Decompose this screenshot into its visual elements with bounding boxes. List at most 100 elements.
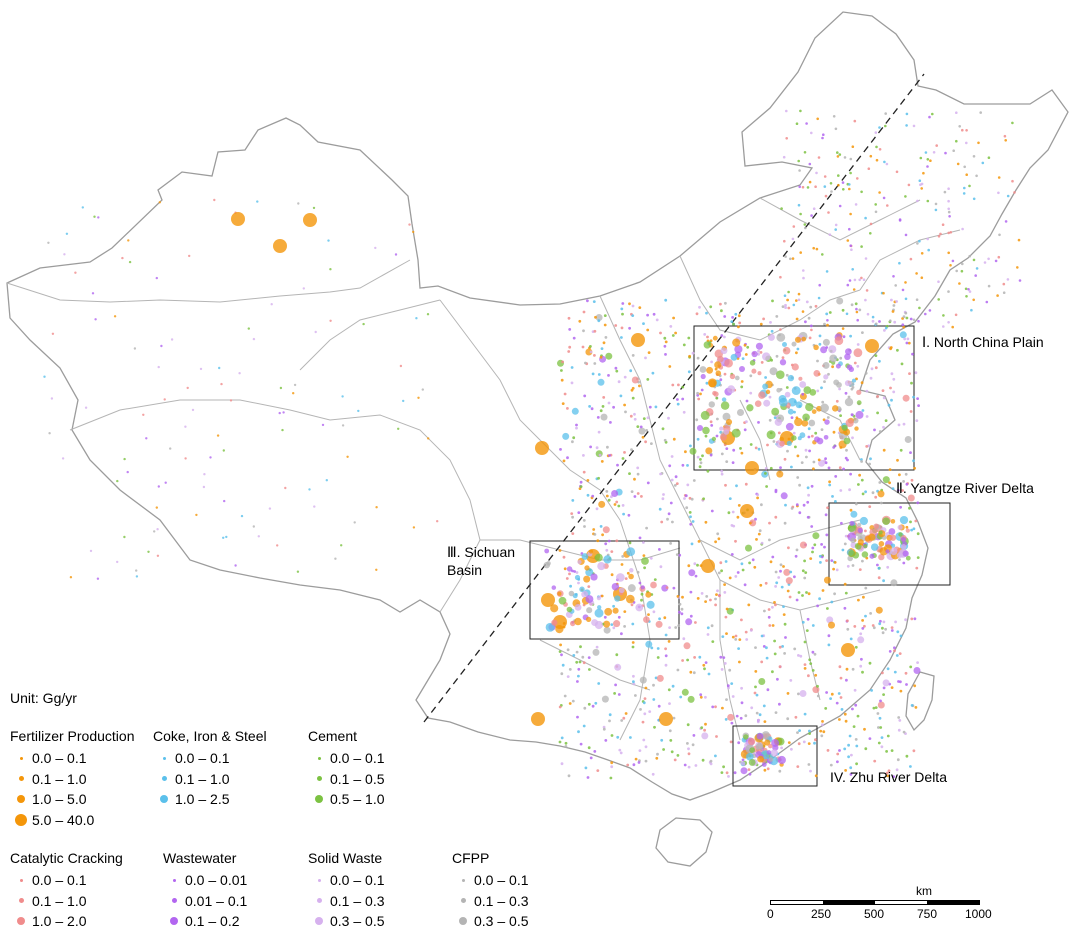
emission-point	[582, 329, 585, 333]
emission-point	[954, 313, 958, 317]
emission-point	[869, 154, 873, 158]
emission-point	[910, 528, 913, 532]
emission-point	[709, 305, 713, 309]
emission-point	[823, 434, 829, 440]
emission-point	[884, 112, 887, 115]
emission-point	[941, 223, 945, 226]
emission-point	[597, 430, 601, 434]
emission-point	[93, 215, 96, 218]
emission-point	[240, 514, 244, 518]
scale-tick-0: 0	[767, 907, 774, 921]
emission-point	[725, 447, 729, 450]
emission-point	[873, 523, 880, 530]
emission-point	[754, 517, 757, 521]
emission-point	[702, 663, 706, 667]
emission-point	[762, 704, 766, 708]
emission-point	[568, 702, 572, 705]
emission-point	[620, 326, 624, 330]
emission-point	[687, 752, 691, 756]
emission-point	[784, 503, 787, 507]
emission-point	[774, 418, 782, 426]
emission-point	[651, 772, 655, 776]
legend-dot	[160, 795, 168, 804]
emission-point	[877, 490, 885, 498]
emission-point	[610, 573, 614, 577]
emission-point	[582, 310, 586, 314]
emission-point	[822, 338, 830, 346]
emission-point	[578, 319, 582, 323]
emission-point	[716, 532, 720, 536]
emission-point	[841, 327, 845, 330]
emission-point	[810, 525, 814, 528]
emission-point	[943, 190, 947, 194]
emission-point	[916, 501, 920, 505]
emission-point	[726, 684, 730, 688]
emission-point	[706, 626, 710, 630]
emission-point	[806, 486, 810, 490]
emission-point	[899, 505, 902, 509]
emission-point	[329, 319, 332, 322]
emission-point	[814, 673, 818, 677]
emission-point	[649, 556, 653, 560]
emission-point	[821, 253, 824, 256]
emission-point	[594, 553, 603, 562]
emission-point	[281, 428, 284, 432]
emission-point	[640, 598, 643, 602]
emission-point	[732, 448, 736, 452]
emission-point	[977, 141, 980, 145]
emission-point	[116, 560, 119, 564]
emission-point	[674, 626, 678, 629]
emission-point	[795, 503, 799, 507]
emission-point	[831, 495, 834, 498]
emission-point	[597, 373, 601, 376]
emission-point	[157, 365, 160, 369]
emission-point	[845, 667, 849, 671]
emission-point	[828, 483, 832, 487]
emission-point	[695, 418, 699, 422]
emission-point	[615, 369, 619, 373]
emission-point	[947, 199, 950, 203]
emission-point	[835, 363, 841, 369]
emission-point	[600, 594, 604, 598]
emission-point	[769, 367, 778, 376]
emission-point	[848, 279, 852, 282]
emission-point	[599, 525, 603, 528]
emission-point	[873, 428, 876, 432]
emission-point	[628, 326, 631, 330]
emission-point	[739, 716, 743, 720]
emission-point	[697, 397, 701, 401]
emission-point	[638, 749, 642, 752]
emission-point	[851, 667, 855, 671]
emission-point	[909, 520, 912, 524]
emission-point	[920, 187, 923, 190]
emission-point	[767, 333, 775, 341]
emission-point	[791, 237, 795, 241]
emission-point	[860, 245, 863, 248]
emission-point	[802, 740, 806, 744]
emission-point	[681, 385, 685, 389]
emission-point	[838, 665, 842, 669]
emission-point	[676, 402, 680, 406]
emission-point	[918, 239, 921, 243]
emission-point	[682, 637, 686, 641]
emission-point	[919, 156, 923, 160]
emission-point	[882, 620, 886, 624]
emission-point	[652, 698, 656, 701]
emission-point	[531, 712, 545, 726]
emission-point	[758, 391, 766, 399]
emission-point	[851, 564, 855, 567]
emission-point	[856, 714, 860, 718]
emission-point	[823, 185, 827, 188]
emission-point	[852, 288, 856, 291]
emission-point	[681, 397, 685, 401]
emission-point	[815, 247, 819, 251]
emission-point	[667, 688, 671, 692]
emission-point	[791, 386, 801, 396]
legend-dot	[18, 776, 24, 782]
emission-point	[882, 448, 886, 452]
emission-point	[755, 743, 764, 751]
emission-point	[653, 578, 657, 581]
emission-point	[808, 732, 811, 735]
emission-point	[785, 386, 789, 389]
